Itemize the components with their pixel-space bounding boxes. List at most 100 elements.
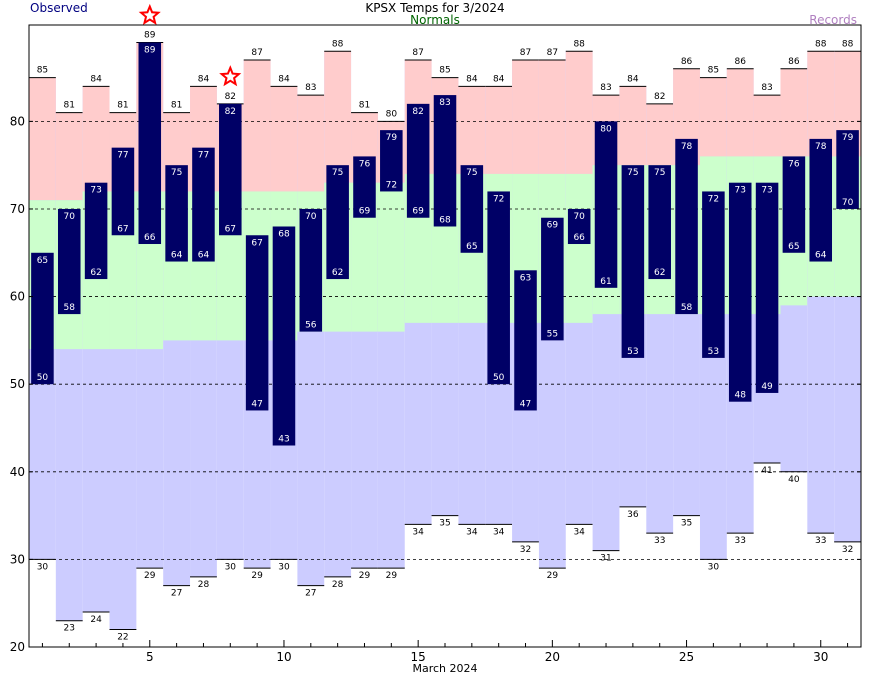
record-high-band [243, 60, 271, 192]
record-high-label: 81 [64, 101, 75, 111]
legend-records: Records [809, 13, 857, 27]
x-tick-label: 10 [276, 650, 291, 664]
record-low-label: 30 [225, 562, 237, 572]
observed-low-label: 53 [708, 347, 719, 357]
record-high-band [780, 68, 808, 157]
record-high-band [324, 51, 352, 183]
chart-title: KPSX Temps for 3/2024 [365, 1, 505, 15]
observed-bar [165, 165, 188, 262]
record-high-band [619, 86, 647, 166]
observed-high-label: 75 [627, 168, 638, 178]
observed-bar [31, 252, 54, 385]
record-high-band [270, 86, 298, 192]
record-low-label: 27 [171, 589, 182, 599]
record-low-label: 30 [37, 562, 49, 572]
record-high-label: 86 [788, 57, 800, 67]
record-high-label: 84 [278, 74, 290, 84]
observed-high-label: 73 [734, 186, 745, 196]
observed-high-label: 77 [117, 151, 128, 161]
record-star-icon [138, 3, 161, 25]
observed-low-label: 66 [573, 233, 585, 243]
observed-bar [541, 217, 564, 341]
record-high-label: 89 [144, 31, 156, 41]
observed-high-label: 78 [681, 142, 693, 152]
record-high-label: 81 [117, 101, 128, 111]
legend-normals: Normals [410, 13, 460, 27]
observed-low-label: 64 [171, 251, 183, 261]
observed-low-label: 50 [493, 373, 505, 383]
record-low-label: 29 [386, 571, 398, 581]
normal-band [377, 182, 405, 332]
x-axis-label: March 2024 [412, 662, 478, 675]
record-low-label: 29 [359, 571, 371, 581]
record-high-label: 80 [386, 109, 398, 119]
observed-bar [460, 165, 484, 253]
observed-high-label: 70 [64, 212, 76, 222]
record-low-label: 29 [144, 571, 156, 581]
observed-bar [836, 130, 859, 209]
observed-high-label: 78 [815, 142, 827, 152]
record-high-label: 81 [359, 101, 370, 111]
record-high-label: 87 [520, 48, 531, 58]
record-low-label: 33 [654, 536, 665, 546]
record-high-label: 82 [654, 92, 665, 102]
observed-low-label: 69 [412, 207, 424, 217]
x-tick-label: 25 [679, 650, 694, 664]
x-tick-label: 30 [813, 650, 828, 664]
observed-bar [675, 138, 698, 315]
observed-bar [433, 95, 457, 227]
observed-bar [57, 208, 81, 315]
record-high-band [29, 77, 56, 201]
record-high-label: 86 [681, 57, 693, 67]
observed-high-label: 73 [761, 186, 772, 196]
observed-bar [353, 156, 376, 218]
record-high-label: 85 [708, 66, 719, 76]
record-high-label: 85 [37, 66, 48, 76]
record-high-band [485, 86, 513, 174]
observed-low-label: 58 [681, 303, 693, 313]
y-tick-label: 60 [10, 290, 25, 304]
record-high-band [699, 77, 727, 157]
record-high-label: 88 [573, 39, 585, 49]
record-high-label: 84 [627, 74, 639, 84]
observed-high-label: 83 [439, 98, 450, 108]
record-high-band [807, 51, 835, 157]
record-high-label: 84 [493, 74, 505, 84]
record-high-band [565, 51, 593, 174]
record-low-label: 24 [90, 615, 102, 625]
observed-bar [755, 182, 779, 393]
record-low-label: 35 [681, 519, 692, 529]
observed-low-label: 72 [386, 180, 397, 190]
observed-high-label: 82 [412, 107, 423, 117]
observed-high-label: 75 [332, 168, 343, 178]
y-tick-label: 80 [10, 114, 25, 128]
record-high-band [726, 68, 754, 157]
record-low-label: 22 [117, 632, 128, 642]
y-tick-label: 70 [10, 202, 25, 216]
record-low-label: 35 [439, 519, 450, 529]
record-low-label: 36 [627, 510, 639, 520]
observed-low-label: 66 [144, 233, 156, 243]
record-low-label: 30 [278, 562, 290, 572]
y-tick-label: 40 [10, 465, 25, 479]
observed-high-label: 75 [171, 168, 182, 178]
observed-low-label: 50 [37, 373, 49, 383]
record-low-label: 30 [708, 562, 720, 572]
observed-low-label: 53 [627, 347, 638, 357]
observed-high-label: 76 [788, 159, 800, 169]
record-high-label: 87 [412, 48, 423, 58]
observed-high-label: 79 [842, 133, 854, 143]
observed-high-label: 76 [359, 159, 371, 169]
observed-bar [487, 191, 510, 385]
record-high-label: 83 [761, 83, 772, 93]
normal-band [565, 173, 593, 323]
observed-bar [782, 156, 806, 253]
record-low-label: 28 [332, 580, 344, 590]
observed-low-label: 67 [225, 224, 236, 234]
record-high-band [512, 60, 539, 174]
observed-bar [219, 103, 242, 236]
observed-low-label: 65 [466, 242, 477, 252]
observed-bar [621, 165, 645, 358]
record-high-label: 88 [332, 39, 344, 49]
